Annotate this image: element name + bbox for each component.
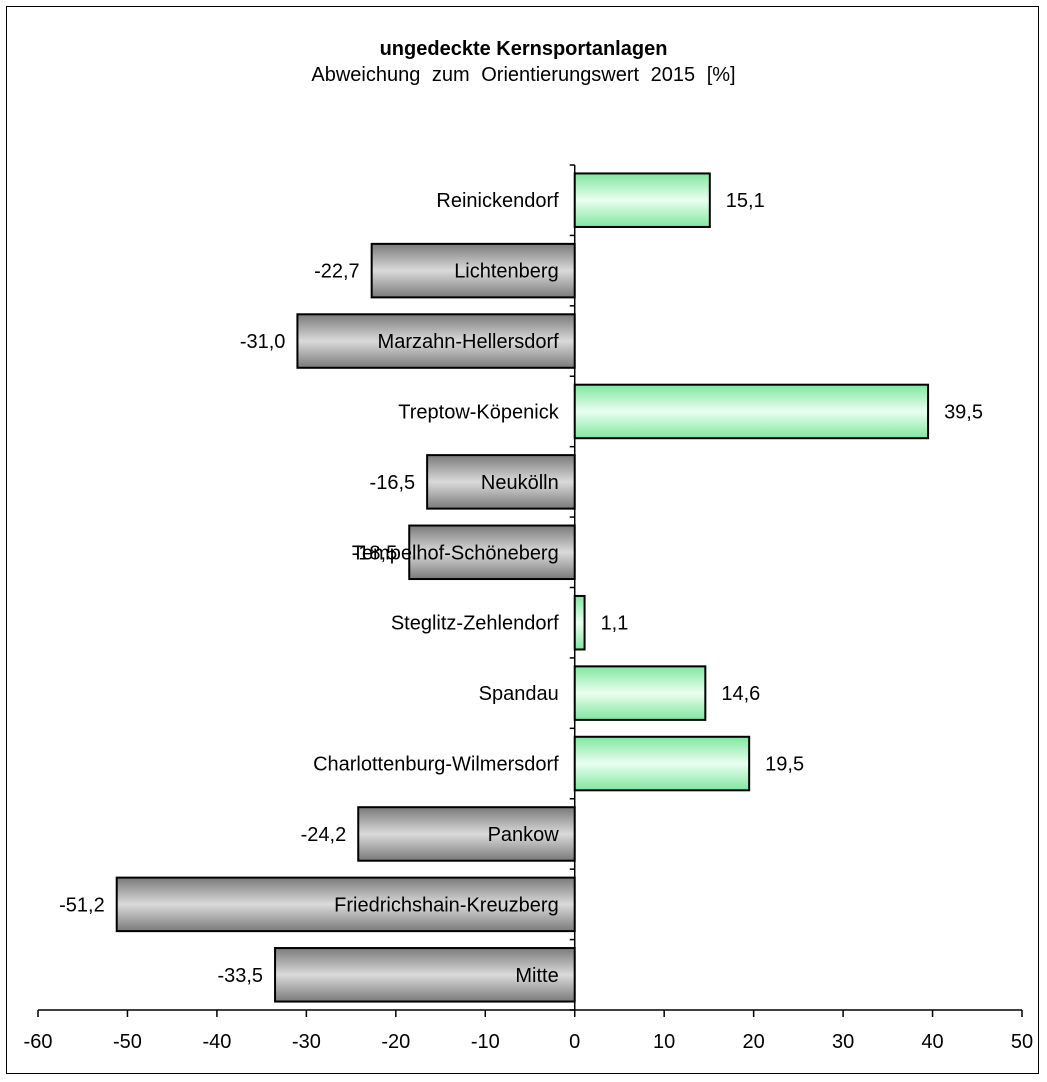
category-label: Marzahn-Hellersdorf	[378, 331, 560, 353]
category-label: Spandau	[479, 683, 559, 705]
value-label: 19,5	[765, 754, 804, 776]
value-label: -24,2	[301, 824, 347, 846]
x-tick-label: -50	[113, 1031, 142, 1053]
bar-steglitz-zehlendorf	[573, 594, 586, 651]
value-label: 39,5	[944, 401, 983, 423]
value-label: -33,5	[217, 965, 263, 987]
value-label: -16,5	[370, 472, 416, 494]
value-label: -51,2	[59, 894, 105, 916]
category-label: Friedrichshain-Kreuzberg	[334, 894, 559, 916]
x-tick-label: -40	[202, 1031, 231, 1053]
x-tick-label: -60	[24, 1031, 53, 1053]
chart-subtitle: Abweichung zum Orientierungswert 2015 [%…	[311, 64, 736, 86]
bars-layer	[115, 172, 930, 1003]
category-label: Tempelhof-Schöneberg	[352, 542, 559, 564]
x-tick-label: 30	[832, 1031, 854, 1053]
bar-neuk-lln	[426, 454, 576, 510]
category-label: Treptow-Köpenick	[398, 401, 559, 423]
x-tick-label: 0	[569, 1031, 580, 1053]
value-label: -31,0	[240, 331, 286, 353]
x-tick-label: 10	[653, 1031, 675, 1053]
bar-charlottenburg-wilmersdorf	[573, 735, 751, 792]
axis-layer: -60 -50 -40 -30 -20 -10 0 10 20 30 40 50	[24, 164, 1033, 1053]
bar-spandau	[573, 665, 707, 721]
bar-marzahn-hellersdorf	[296, 313, 576, 369]
x-tick-label: 20	[743, 1031, 765, 1053]
bar-mitte	[274, 947, 576, 1003]
bar-friedrichshain-kreuzberg	[115, 876, 576, 933]
bar-reinickendorf	[573, 172, 711, 228]
category-label: Steglitz-Zehlendorf	[391, 613, 559, 635]
category-label: Mitte	[515, 965, 558, 987]
category-label: Charlottenburg-Wilmersdorf	[313, 754, 559, 776]
category-label: Neukölln	[481, 472, 559, 494]
category-label: Lichtenberg	[454, 261, 559, 283]
value-label: 1,1	[601, 613, 629, 635]
x-tick-label: 40	[921, 1031, 943, 1053]
x-tick-label: -30	[292, 1031, 321, 1053]
labels-layer: Reinickendorf 15,1 Lichtenberg -22,7 Marzahn…	[59, 190, 983, 987]
bar-treptow-k-penick	[573, 383, 930, 440]
bar-pankow	[357, 806, 576, 862]
value-label: -22,7	[314, 261, 360, 283]
value-label: 14,6	[721, 683, 760, 705]
bar-tempelhof-sch-neberg	[408, 524, 576, 581]
value-label: -18,5	[352, 542, 398, 564]
chart-title: ungedeckte Kernsportanlagen	[379, 38, 668, 60]
category-label: Pankow	[488, 824, 560, 846]
x-tick-label: -10	[471, 1031, 500, 1053]
value-label: 15,1	[726, 190, 765, 212]
x-tick-label: -20	[381, 1031, 410, 1053]
category-label: Reinickendorf	[436, 190, 559, 212]
x-tick-label: 50	[1011, 1031, 1033, 1053]
